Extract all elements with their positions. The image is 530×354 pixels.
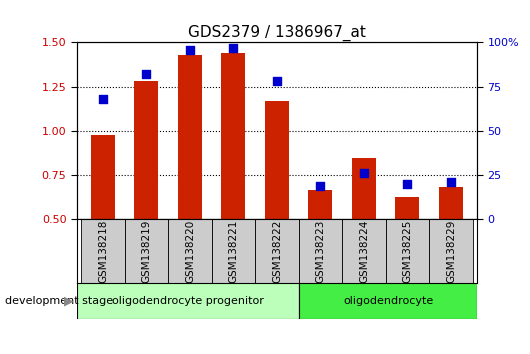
Bar (429, 219, 473, 283)
Text: GSM138225: GSM138225 (402, 219, 412, 283)
Text: GSM138218: GSM138218 (98, 219, 108, 283)
Bar (222, 53, 245, 219)
Text: GSM138229: GSM138229 (446, 219, 456, 283)
Bar (91, 135, 115, 219)
Point (229, 45, 237, 51)
Bar (352, 159, 376, 219)
Text: oligodendrocyte: oligodendrocyte (343, 296, 433, 306)
Point (403, 181, 412, 187)
Point (186, 47, 194, 52)
Text: GSM138220: GSM138220 (185, 220, 195, 283)
Point (142, 72, 151, 77)
Text: GSM138221: GSM138221 (228, 219, 239, 283)
Point (99, 96, 107, 102)
Bar (386, 219, 429, 283)
Bar (178, 55, 202, 219)
Text: ▶: ▶ (64, 295, 73, 307)
Bar (342, 219, 386, 283)
Bar (211, 219, 255, 283)
Point (316, 183, 325, 189)
Bar (255, 219, 299, 283)
Bar (439, 187, 463, 219)
Bar (395, 198, 419, 219)
Bar (168, 219, 211, 283)
Bar (265, 101, 289, 219)
Text: GSM138223: GSM138223 (315, 219, 325, 283)
Bar (299, 283, 477, 319)
Bar (81, 219, 125, 283)
Bar (308, 190, 332, 219)
Title: GDS2379 / 1386967_at: GDS2379 / 1386967_at (188, 25, 366, 41)
Bar (135, 81, 158, 219)
Text: oligodendrocyte progenitor: oligodendrocyte progenitor (112, 296, 264, 306)
Point (360, 171, 368, 176)
Point (273, 79, 281, 84)
Bar (125, 219, 168, 283)
Text: GSM138222: GSM138222 (272, 219, 282, 283)
Text: GSM138224: GSM138224 (359, 219, 369, 283)
Text: development stage: development stage (5, 296, 113, 306)
Bar (299, 219, 342, 283)
Point (447, 179, 455, 185)
Text: GSM138219: GSM138219 (142, 219, 152, 283)
Bar (77, 283, 299, 319)
